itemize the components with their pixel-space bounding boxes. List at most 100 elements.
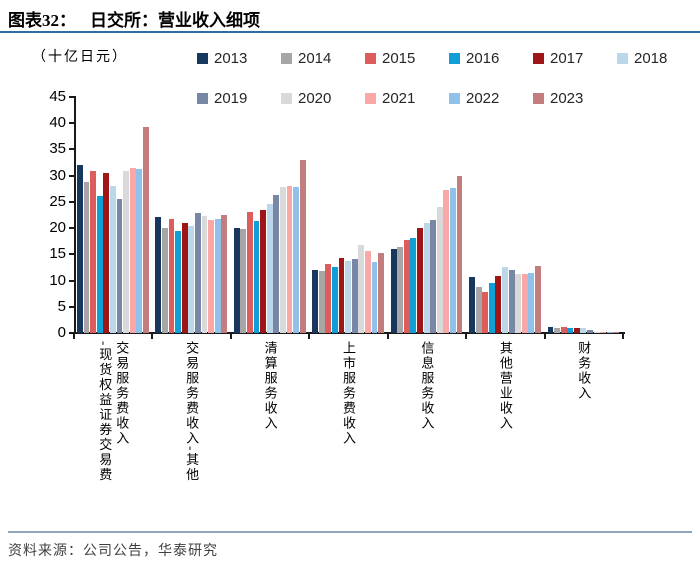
y-axis-tick-label: 0 — [57, 324, 66, 341]
legend-label: 2021 — [382, 90, 416, 107]
bar-2018-cat7 — [580, 327, 587, 333]
bar-2019-cat5 — [430, 219, 437, 333]
bar-2017-cat1 — [103, 172, 110, 333]
bar-2022-cat6 — [528, 273, 535, 333]
legend-swatch-icon — [533, 93, 544, 104]
y-axis-line — [74, 96, 76, 334]
legend-item-2015: 2015 — [365, 50, 449, 67]
bar-2013-cat5 — [390, 249, 397, 333]
y-axis-tick — [69, 305, 74, 308]
bar-2016-cat7 — [567, 327, 574, 333]
y-axis-tick — [69, 174, 74, 177]
y-axis-tick-label: 40 — [49, 114, 66, 132]
y-axis-tick — [69, 122, 74, 125]
bar-2015-cat5 — [403, 239, 410, 333]
y-axis-tick — [69, 96, 74, 98]
bar-2020-cat5 — [436, 207, 443, 333]
bar-2014-cat5 — [397, 246, 404, 333]
bar-2021-cat5 — [443, 190, 450, 333]
x-axis-tick — [229, 334, 232, 339]
x-axis-tick — [386, 334, 389, 339]
legend-swatch-icon — [449, 53, 460, 64]
legend-item-2019: 2019 — [197, 90, 281, 107]
bar-2017-cat7 — [573, 327, 580, 333]
bar-2015-cat7 — [560, 326, 567, 333]
bar-2018-cat5 — [423, 222, 430, 333]
bar-2017-cat6 — [495, 276, 502, 333]
x-axis-tick — [543, 334, 546, 339]
legend-item-2022: 2022 — [449, 90, 533, 107]
bar-2014-cat1 — [83, 181, 90, 333]
bar-2021-cat6 — [521, 273, 528, 333]
bar-2014-cat6 — [475, 287, 482, 333]
legend-swatch-icon — [197, 53, 208, 64]
bar-2021-cat2 — [208, 219, 214, 333]
bar-2016-cat3 — [253, 221, 260, 333]
figure-title: 图表32： 日交所：营业收入细项 — [8, 6, 260, 31]
x-axis-tick — [465, 334, 468, 339]
bar-2016-cat6 — [488, 283, 495, 333]
y-axis-tick — [69, 227, 74, 230]
bar-2013-cat4 — [312, 269, 319, 333]
bar-2023-cat1 — [142, 127, 149, 333]
footer-divider — [8, 531, 692, 533]
legend-row-1: 2013 2014 2015 2016 2017 2018 — [197, 50, 700, 67]
bar-2015-cat6 — [482, 291, 489, 333]
bar-2023-cat2 — [221, 215, 228, 333]
y-axis-tick — [69, 148, 74, 151]
bar-2023-cat6 — [534, 265, 541, 333]
legend-item-2020: 2020 — [281, 90, 365, 107]
x-category-label: 其他营业收入 — [497, 341, 513, 431]
y-axis-tick-label: 45 — [49, 88, 66, 105]
bar-2017-cat4 — [338, 258, 345, 333]
legend-label: 2016 — [466, 50, 500, 67]
legend-swatch-icon — [365, 93, 376, 104]
legend-item-2023: 2023 — [533, 90, 617, 107]
bar-2021-cat3 — [286, 185, 293, 333]
bar-2013-cat3 — [233, 228, 240, 333]
y-axis-tick — [69, 253, 74, 256]
bar-2020-cat7 — [593, 331, 600, 333]
legend-swatch-icon — [197, 93, 208, 104]
source-note: 资料来源：公司公告，华泰研究 — [8, 544, 218, 559]
bar-2015-cat2 — [168, 219, 175, 333]
bar-2021-cat4 — [364, 251, 371, 333]
y-axis-unit-label: （十亿日元） — [32, 50, 128, 65]
bar-2019-cat6 — [508, 269, 515, 333]
legend-swatch-icon — [533, 53, 544, 64]
legend-swatch-icon — [281, 53, 292, 64]
bar-2018-cat3 — [266, 203, 273, 333]
x-axis-tick — [308, 334, 311, 339]
y-axis-tick-label: 35 — [49, 140, 66, 158]
legend-label: 2019 — [214, 90, 248, 107]
bar-2016-cat4 — [332, 267, 338, 333]
bar-2020-cat3 — [279, 186, 286, 333]
legend-label: 2018 — [634, 50, 668, 67]
y-axis-tick-label: 10 — [49, 271, 66, 289]
bar-2013-cat6 — [469, 276, 476, 333]
y-axis-tick-label: 5 — [57, 297, 66, 315]
bar-2016-cat5 — [410, 237, 417, 333]
bar-2017-cat3 — [260, 210, 267, 333]
bar-2020-cat1 — [123, 170, 129, 333]
bar-2014-cat4 — [318, 270, 325, 333]
bar-2019-cat4 — [351, 259, 358, 333]
x-category-label: 信息服务收入 — [419, 341, 435, 431]
legend-swatch-icon — [365, 53, 376, 64]
figure-number: 图表32： — [8, 11, 76, 30]
bar-2020-cat2 — [201, 215, 208, 333]
bar-2018-cat6 — [502, 267, 508, 333]
legend-label: 2022 — [466, 90, 500, 107]
legend-swatch-icon — [617, 53, 628, 64]
legend-label: 2014 — [298, 50, 332, 67]
bar-2022-cat1 — [136, 168, 143, 333]
bar-2023-cat7 — [613, 332, 620, 333]
legend-label: 2017 — [550, 50, 584, 67]
bar-2022-cat4 — [371, 262, 378, 333]
legend-row-2: 2019 2020 2021 2022 2023 — [197, 90, 617, 107]
bar-2013-cat2 — [155, 216, 162, 333]
x-category-label: 交易服务费收入-其他 — [184, 341, 200, 483]
x-category-label: 财务收入 — [576, 341, 592, 401]
bar-2022-cat7 — [606, 332, 613, 333]
